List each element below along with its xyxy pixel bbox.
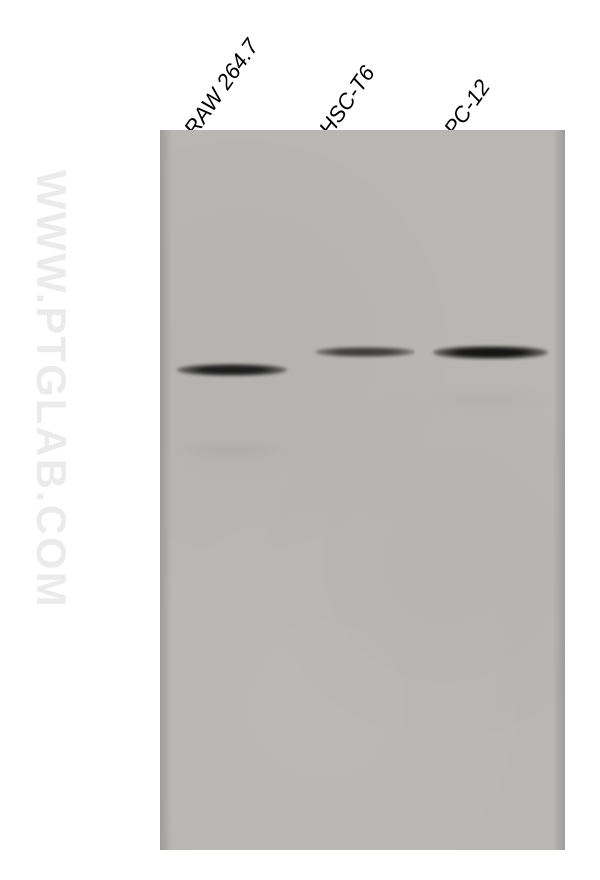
blot-membrane	[160, 130, 565, 850]
lane-label: RAW 264.7	[179, 34, 265, 141]
protein-band	[433, 346, 548, 359]
faint-smudge	[433, 388, 548, 413]
blot-noise-overlay	[160, 130, 565, 850]
protein-band	[315, 347, 415, 357]
protein-band	[177, 364, 287, 376]
lane-label: HSC-T6	[314, 61, 381, 141]
lane-labels-group: RAW 264.7HSC-T6PC-12	[0, 0, 600, 130]
western-blot-figure: RAW 264.7HSC-T6PC-12 100 kDa→70 kDa→50 k…	[0, 0, 600, 880]
watermark-text: WWW.PTGLAB.COM	[27, 170, 75, 609]
faint-smudge	[177, 440, 287, 460]
